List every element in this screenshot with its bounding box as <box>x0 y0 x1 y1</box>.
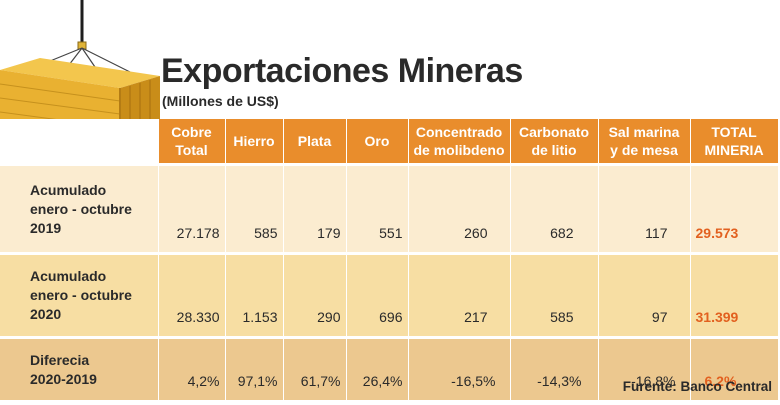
source-note: Furente: Banco Central <box>622 379 772 394</box>
cell-cobre: 27.178 <box>158 164 226 255</box>
cell-plata: 61,7% <box>283 337 347 403</box>
cell-oro: 26,4% <box>346 337 409 403</box>
cell-sal: 117 <box>598 164 691 255</box>
cell-total: 31.399 <box>690 253 779 339</box>
col-header-cobre: Cobre Total <box>158 119 226 166</box>
cell-total: 29.573 <box>690 164 779 255</box>
cell-molibdeno: 217 <box>408 253 511 339</box>
col-header-sal: Sal marina y de mesa <box>598 119 691 166</box>
cell-litio: 682 <box>510 164 599 255</box>
col-header-plata: Plata <box>283 119 347 166</box>
cell-sal: 97 <box>598 253 691 339</box>
page-title: Exportaciones Mineras <box>161 52 523 90</box>
cell-hierro: 97,1% <box>225 337 284 403</box>
col-header-oro: Oro <box>346 119 409 166</box>
cell-molibdeno: -16,5% <box>408 337 511 403</box>
col-header-molibdeno: Concentrado de molibdeno <box>408 119 511 166</box>
table-row-diferencia: Diferecia 2020-2019 4,2% 97,1% 61,7% 26,4… <box>0 337 779 403</box>
row-label: Diferecia 2020-2019 <box>0 337 159 403</box>
cell-total: 6,2% <box>690 337 779 403</box>
table-row-2019: Acumulado enero - octubre 2019 27.178 585 … <box>0 164 779 255</box>
col-header-hierro: Hierro <box>225 119 284 166</box>
cell-cobre: 28.330 <box>158 253 226 339</box>
units-subtitle: (Millones de US$) <box>162 93 279 109</box>
cell-plata: 179 <box>283 164 347 255</box>
cell-litio: 585 <box>510 253 599 339</box>
cell-plata: 290 <box>283 253 347 339</box>
exports-table: Cobre Total Hierro Plata Oro Concentrado d… <box>0 119 779 403</box>
col-header-total: TOTAL MINERIA <box>690 119 779 166</box>
cell-oro: 696 <box>346 253 409 339</box>
col-header-litio: Carbonato de litio <box>510 119 599 166</box>
cell-hierro: 1.153 <box>225 253 284 339</box>
cell-molibdeno: 260 <box>408 164 511 255</box>
header-row: Cobre Total Hierro Plata Oro Concentrado d… <box>0 119 779 166</box>
row-label: Acumulado enero - octubre 2020 <box>0 253 159 339</box>
cell-litio: -14,3% <box>510 337 599 403</box>
row-label: Acumulado enero - octubre 2019 <box>0 164 159 255</box>
cell-cobre: 4,2% <box>158 337 226 403</box>
cell-sal: -16,8% <box>598 337 691 403</box>
header-corner <box>0 119 159 166</box>
cell-hierro: 585 <box>225 164 284 255</box>
table-row-2020: Acumulado enero - octubre 2020 28.330 1.15… <box>0 253 779 339</box>
cell-oro: 551 <box>346 164 409 255</box>
